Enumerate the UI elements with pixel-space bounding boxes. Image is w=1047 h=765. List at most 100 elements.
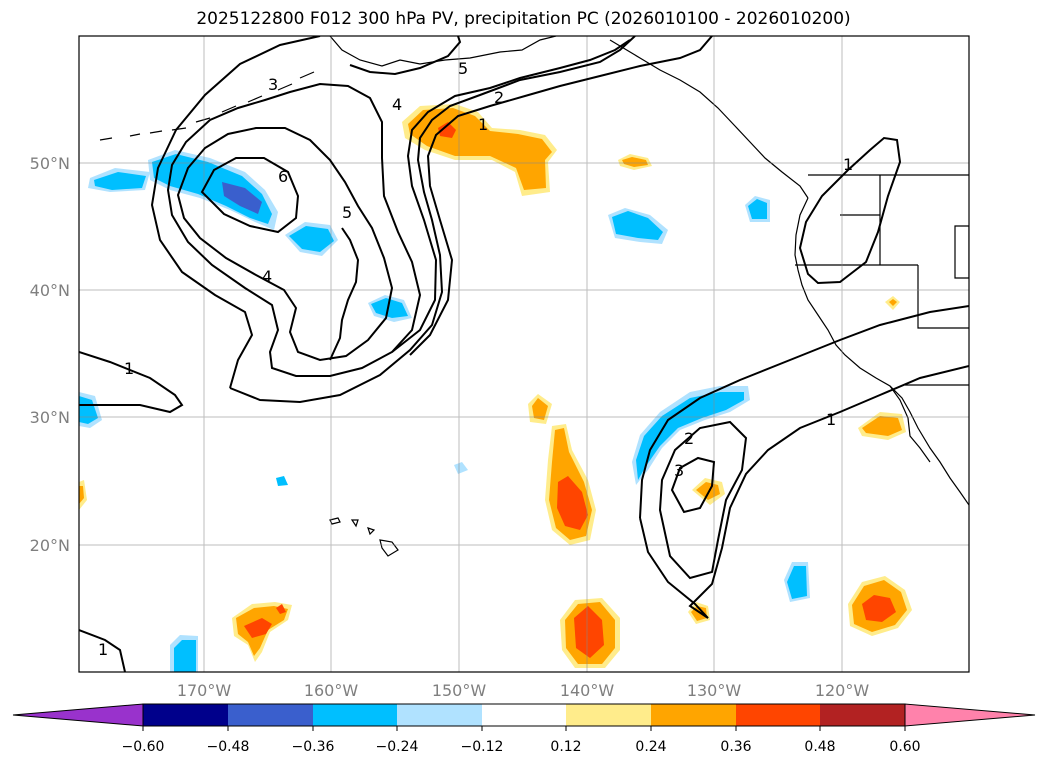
colorbar-tick-label: 0.60 xyxy=(889,739,920,755)
pv-contour-4 xyxy=(166,82,422,377)
precip-positive-area xyxy=(79,486,84,504)
precip-positive-area xyxy=(532,398,548,420)
colorbar-segment xyxy=(313,704,397,726)
pv-contour-3 xyxy=(79,351,184,414)
latitude-labels: 50°N 40°N 30°N 20°N xyxy=(30,154,70,555)
pv-contour-2 xyxy=(658,420,748,580)
precip-positive-area xyxy=(574,606,604,658)
colorbar-tick-label: −0.24 xyxy=(376,739,419,755)
precip-negative-area xyxy=(371,298,408,318)
precip-negative-area xyxy=(289,226,334,252)
precip-positive-area xyxy=(862,595,896,622)
colorbar-tick-label: 0.12 xyxy=(550,739,581,755)
lon-label: 130°W xyxy=(687,681,742,700)
precipitation-anomaly-layer xyxy=(79,104,912,672)
precip-negative-area xyxy=(748,199,767,219)
pv-contour-label: 3 xyxy=(674,461,684,480)
colorbar-extend-high xyxy=(904,703,1036,727)
pv-contour-label: 1 xyxy=(843,155,853,174)
colorbar-tick-label: 0.48 xyxy=(804,739,835,755)
precip-negative-area xyxy=(174,640,196,672)
colorbar-segment xyxy=(143,704,228,726)
pv-contour-3 xyxy=(79,629,126,672)
pv-contour-3 xyxy=(229,36,636,404)
pv-contour-label: 2 xyxy=(494,88,504,107)
coastline-layer xyxy=(99,36,969,557)
precip-positive-area xyxy=(862,416,902,436)
precip-positive-area xyxy=(244,618,272,638)
precip-positive-area xyxy=(557,476,588,530)
pv-contour-label: 4 xyxy=(262,267,272,286)
pv-contour-label: 5 xyxy=(342,203,352,222)
pv-contour-1 xyxy=(639,305,969,519)
state-border xyxy=(795,175,969,386)
colorbar-segment xyxy=(736,704,820,726)
pv-contour-label: 4 xyxy=(392,95,402,114)
pv-contour-5 xyxy=(329,227,360,361)
precip-positive-area xyxy=(622,157,648,167)
lat-label: 40°N xyxy=(30,281,70,300)
colorbar-tick-label: −0.36 xyxy=(292,739,335,755)
precip-positive-area xyxy=(889,299,897,306)
longitude-labels: 170°W 160°W 150°W 140°W 130°W 120°W xyxy=(177,681,870,700)
colorbar-tick-label: 0.24 xyxy=(635,739,666,755)
precip-negative-area xyxy=(612,211,663,240)
precip-negative-area xyxy=(94,172,146,190)
colorbar-extend-low xyxy=(12,703,144,727)
map-title: 2025122800 F012 300 hPa PV, precipitatio… xyxy=(196,9,851,29)
precip-negative-area xyxy=(454,462,468,474)
colorbar-tick-label: 0.36 xyxy=(720,739,751,755)
precip-positive-area xyxy=(438,122,456,138)
colorbar-ticks xyxy=(142,726,906,731)
pv-contour-label: 3 xyxy=(268,75,278,94)
pv-contour-label: 1 xyxy=(826,410,836,429)
pv-contour-6 xyxy=(200,157,300,234)
hawaii-islands xyxy=(329,517,399,557)
colorbar-segment xyxy=(397,704,482,726)
pv-contour-label: 2 xyxy=(684,429,694,448)
pv-contour-3 xyxy=(670,456,716,514)
precip-negative-area xyxy=(276,476,288,486)
colorbar: −0.60 −0.48 −0.36 −0.24 −0.12 0.12 0.24 … xyxy=(12,703,1036,755)
lat-label: 50°N xyxy=(30,154,70,173)
pv-label-layer: 3 5 4 2 1 6 5 4 1 2 3 1 1 1 xyxy=(98,59,853,659)
lon-label: 150°W xyxy=(432,681,487,700)
pv-contour-label: 1 xyxy=(98,640,108,659)
colorbar-tick-label: −0.12 xyxy=(461,739,504,755)
west-coast-coastline xyxy=(794,197,969,506)
pv-contour-label: 1 xyxy=(124,359,134,378)
precip-negative-area xyxy=(222,182,262,214)
pv-contour-layer xyxy=(79,36,969,672)
colorbar-segment xyxy=(566,704,651,726)
pv-contour-5 xyxy=(176,127,394,362)
baja-california-coastline xyxy=(889,385,931,463)
precip-negative-area xyxy=(787,566,807,599)
lon-label: 160°W xyxy=(304,681,359,700)
precip-positive-area xyxy=(276,604,286,614)
pv-contour-label: 6 xyxy=(278,167,288,186)
colorbar-frame xyxy=(142,703,906,727)
aleutian-islands xyxy=(99,71,315,141)
lat-label: 20°N xyxy=(30,536,70,555)
pv-contour-label: 1 xyxy=(478,115,488,134)
pv-contour-label: 5 xyxy=(458,59,468,78)
colorbar-segment xyxy=(820,704,905,726)
lon-label: 120°W xyxy=(815,681,870,700)
pv-contour-1 xyxy=(639,365,969,619)
pv-contour-2 xyxy=(391,39,631,353)
lat-label: 30°N xyxy=(30,408,70,427)
colorbar-segment xyxy=(482,704,566,726)
colorbar-tick-label: −0.48 xyxy=(207,739,250,755)
map-frame xyxy=(78,35,970,673)
colorbar-tick-label: −0.60 xyxy=(122,739,165,755)
lon-label: 170°W xyxy=(177,681,232,700)
pv-contour-1 xyxy=(409,36,713,356)
pv-contour-1 xyxy=(798,136,902,285)
alaska-coastline xyxy=(329,36,557,67)
colorbar-segment xyxy=(228,704,313,726)
lon-label: 140°W xyxy=(560,681,615,700)
pv-contour-4 xyxy=(349,36,462,76)
colorbar-segment xyxy=(651,704,736,726)
alaska-panhandle-coastline xyxy=(609,39,809,199)
